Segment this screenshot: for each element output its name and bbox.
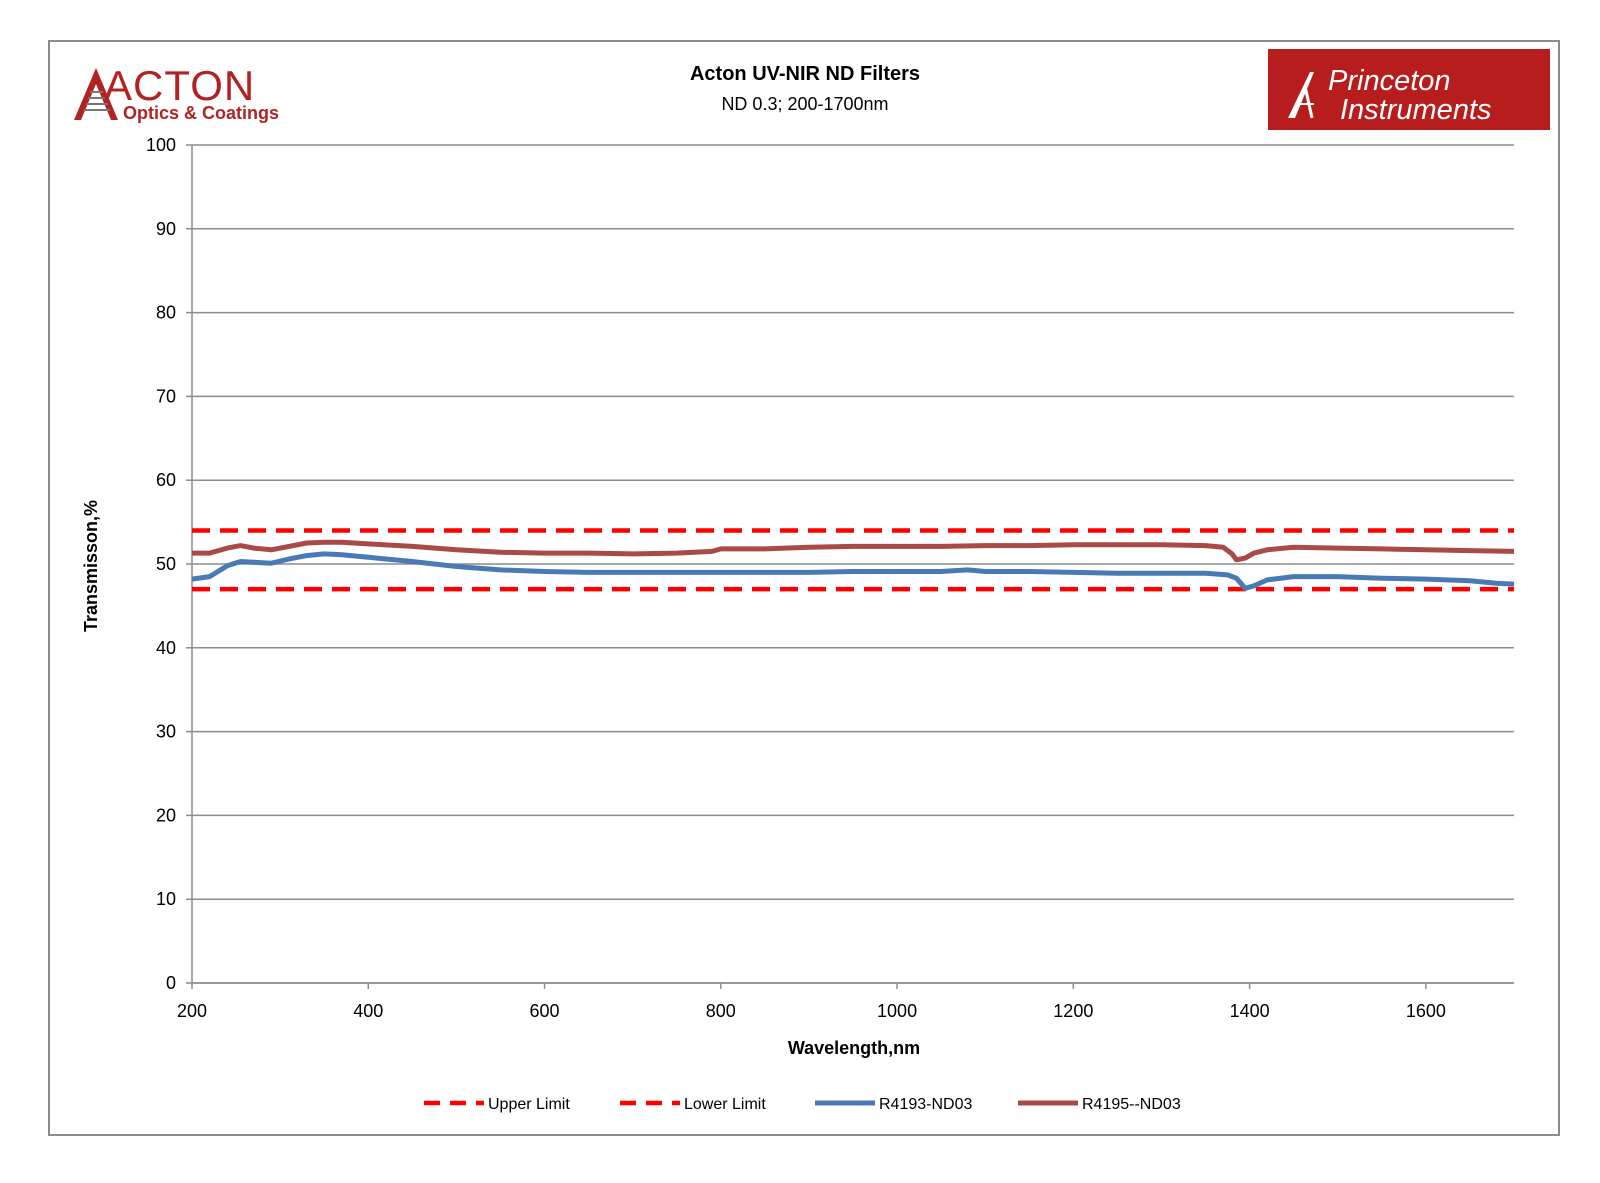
legend-label: Lower Limit [684, 1096, 766, 1113]
x-tick-label: 1400 [1230, 1001, 1270, 1021]
acton-logo: ACTON Optics & Coatings [74, 62, 279, 123]
y-tick-labels: 0 10 20 30 40 50 60 70 80 90 100 [146, 135, 176, 993]
chart-frame [48, 40, 1560, 1136]
axes [191, 145, 1514, 989]
series-line-3 [191, 551, 1515, 591]
legend-label: Upper Limit [488, 1096, 570, 1113]
x-tick-label: 800 [706, 1001, 736, 1021]
y-tick-label: 40 [156, 638, 176, 658]
y-tick-label: 50 [156, 554, 176, 574]
y-tick-label: 20 [156, 805, 176, 825]
princeton-logo-line2: Instruments [1340, 94, 1492, 126]
y-tick-label: 60 [156, 470, 176, 490]
acton-logo-mark [74, 68, 118, 120]
y-tick-label: 0 [166, 973, 176, 993]
x-tick-label: 400 [353, 1001, 383, 1021]
series-lines [191, 528, 1515, 592]
x-tick-label: 1000 [877, 1001, 917, 1021]
chart-subtitle: ND 0.3; 200-1700nm [721, 94, 888, 114]
y-tick-label: 70 [156, 386, 176, 406]
x-tick-label: 1600 [1406, 1001, 1446, 1021]
series-line-4 [192, 539, 1515, 563]
legend: Upper Limit Lower Limit R4193-ND03 R4195--N… [424, 1096, 1181, 1113]
x-axis-label: Wavelength,nm [788, 1038, 920, 1058]
y-tick-label: 90 [156, 219, 176, 239]
y-tick-label: 30 [156, 722, 176, 742]
y-tick-label: 80 [156, 303, 176, 323]
x-tick-label: 600 [530, 1001, 560, 1021]
x-tick-label: 200 [177, 1001, 207, 1021]
chart-title: Acton UV-NIR ND Filters [690, 63, 920, 85]
princeton-logo-line1: Princeton [1328, 65, 1451, 97]
princeton-logo-mark [1288, 72, 1314, 118]
y-tick-label: 100 [146, 135, 176, 155]
princeton-instruments-logo: Princeton Instruments [1268, 49, 1550, 130]
legend-label: R4195--ND03 [1082, 1096, 1181, 1113]
legend-label: R4193-ND03 [879, 1096, 972, 1113]
x-tick-labels: 200 400 600 800 1000 1200 1400 1600 [177, 1001, 1446, 1021]
acton-logo-name: ACTON [104, 62, 255, 109]
y-tick-label: 10 [156, 889, 176, 909]
grid-lines [186, 144, 1514, 984]
acton-logo-tagline: Optics & Coatings [123, 103, 279, 123]
x-tick-label: 1200 [1053, 1001, 1093, 1021]
y-axis-label: Transmisson,% [81, 500, 101, 632]
